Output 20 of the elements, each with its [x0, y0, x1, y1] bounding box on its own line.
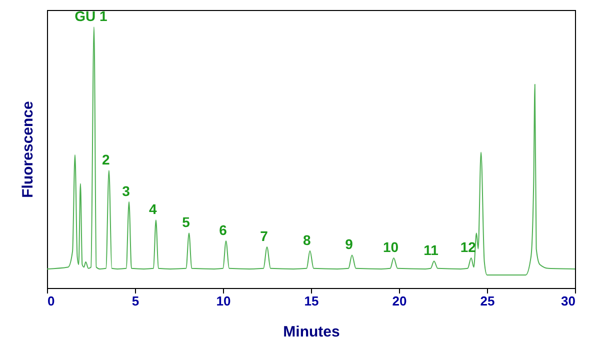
annotation: 6 — [219, 222, 228, 238]
annotation: 8 — [303, 232, 312, 248]
annotation: 5 — [182, 214, 190, 230]
x-tick-label: 30 — [561, 294, 576, 308]
y-axis-title: Fluorescence — [20, 101, 36, 198]
annotation: 9 — [345, 236, 354, 252]
annotation: 10 — [382, 238, 399, 255]
x-tick-label: 5 — [132, 294, 140, 308]
x-tick-label: 20 — [392, 294, 407, 308]
annotation: 2 — [102, 152, 110, 168]
x-tick-label: 10 — [216, 294, 231, 308]
x-axis-title: Minutes — [283, 324, 340, 340]
x-tick-label: 0 — [48, 294, 55, 308]
annotation: 3 — [122, 182, 130, 199]
x-tick-label: 15 — [304, 294, 319, 308]
annotation: 7 — [260, 228, 268, 244]
annotation: 11 — [424, 242, 439, 258]
x-tick-label: 25 — [480, 294, 495, 308]
annotation: 4 — [149, 201, 158, 218]
annotation: GU 1 — [74, 8, 108, 24]
